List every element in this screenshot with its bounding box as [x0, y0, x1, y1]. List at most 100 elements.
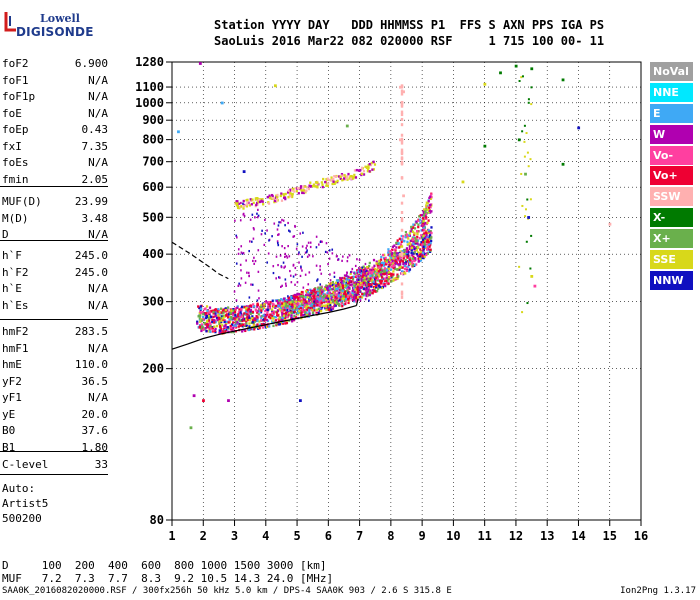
extraordinary-trace-point — [388, 258, 392, 262]
extraordinary-trace-point — [395, 256, 398, 259]
extraordinary-trace-point — [406, 250, 409, 253]
extraordinary-trace-point — [429, 197, 432, 201]
multihop-echo-point — [367, 166, 370, 169]
extraordinary-trace-point — [292, 306, 296, 310]
ordinary-trace-point — [274, 316, 277, 319]
ordinary-trace-point — [260, 304, 263, 307]
spread-f-point — [342, 255, 344, 258]
spread-f-point — [319, 283, 322, 286]
extraordinary-trace-point — [392, 263, 396, 267]
extraordinary-trace-point — [331, 300, 334, 303]
ordinary-trace-point — [259, 310, 263, 314]
ssw-column-point — [400, 84, 404, 88]
extraordinary-trace-point — [398, 237, 401, 241]
extraordinary-trace-point — [366, 275, 369, 278]
spread-f-point — [252, 259, 254, 263]
spread-f-point — [314, 298, 317, 301]
ordinary-trace-point — [315, 295, 319, 298]
ordinary-trace-point — [271, 311, 274, 314]
ordinary-trace-point — [251, 310, 255, 314]
extraordinary-trace-point — [333, 299, 336, 303]
ordinary-trace-point — [387, 265, 390, 269]
multihop-echo-point — [297, 187, 300, 190]
extraordinary-trace-point — [425, 206, 428, 209]
extraordinary-trace-point — [365, 272, 369, 275]
ordinary-trace-point — [390, 274, 393, 277]
ordinary-trace-point — [261, 315, 264, 318]
extraordinary-trace-point — [296, 303, 299, 307]
ordinary-trace-point — [359, 296, 362, 300]
spread-f-point — [324, 250, 327, 253]
ordinary-trace-point — [428, 245, 431, 248]
x-column-point — [526, 302, 529, 305]
ordinary-trace-point — [347, 301, 350, 305]
ordinary-trace-point — [209, 323, 212, 327]
extraordinary-trace-point — [390, 261, 393, 265]
spread-f-point — [329, 285, 332, 288]
multihop-echo-point — [368, 170, 371, 173]
ordinary-trace-point — [208, 322, 212, 325]
ordinary-trace-point — [419, 257, 422, 260]
extraordinary-trace-point — [375, 272, 378, 276]
multihop-echo-point — [236, 206, 240, 210]
extraordinary-trace-point — [385, 269, 389, 272]
parameter-label: hmF2 — [2, 325, 29, 338]
extraordinary-trace-point — [415, 220, 418, 223]
multihop-echo-point — [299, 185, 303, 188]
multihop-echo-point — [300, 188, 303, 192]
ordinary-trace-point — [261, 326, 265, 329]
ordinary-trace-point — [411, 254, 414, 257]
parameter-row: h`E N/A — [2, 281, 108, 297]
extraordinary-trace-point — [344, 284, 347, 288]
spread-f-point — [278, 276, 280, 279]
multihop-echo-point — [360, 166, 364, 170]
ordinary-trace-point — [279, 306, 283, 309]
extraordinary-trace-point — [319, 294, 322, 298]
ordinary-trace-point — [287, 296, 290, 300]
legend-item-vominus: Vo- — [650, 145, 693, 165]
ordinary-trace-point — [217, 309, 221, 312]
extraordinary-trace-point — [305, 290, 308, 293]
parameter-value: 283.5 — [74, 325, 108, 338]
spread-f-point — [306, 244, 308, 247]
ordinary-trace-point — [285, 309, 288, 313]
ordinary-trace-point — [238, 308, 241, 311]
ordinary-trace-point — [415, 263, 418, 266]
ordinary-trace-point — [389, 268, 393, 271]
ordinary-trace-point — [357, 295, 360, 299]
x-column-point — [526, 151, 529, 154]
ordinary-trace-point — [385, 281, 389, 285]
ordinary-trace-point — [405, 266, 408, 269]
parameter-value: N/A — [88, 341, 108, 355]
ordinary-trace-point — [307, 306, 310, 310]
spread-f-point — [359, 274, 362, 277]
extraordinary-trace-point — [300, 294, 304, 298]
multihop-echo-point — [324, 180, 327, 184]
ordinary-trace-point — [404, 258, 407, 262]
ordinary-trace-point — [218, 320, 221, 323]
spread-f-point — [337, 291, 340, 294]
ordinary-trace-point — [360, 296, 364, 299]
ordinary-trace-point — [347, 284, 350, 287]
sporadic-echo-point — [399, 252, 402, 256]
extraordinary-trace-point — [298, 297, 301, 301]
ordinary-trace-point — [264, 309, 267, 313]
extraordinary-trace-point — [372, 258, 376, 262]
ordinary-trace-point — [422, 256, 425, 260]
spread-f-point — [253, 256, 255, 259]
spread-f-point — [328, 249, 331, 252]
extraordinary-trace-point — [361, 274, 365, 278]
multihop-echo-point — [302, 189, 306, 192]
parameter-value: 245.0 — [74, 249, 108, 262]
ordinary-trace-point — [422, 234, 425, 237]
parameter-row: yF1 N/A — [2, 390, 108, 406]
multihop-echo-point — [273, 200, 276, 204]
ordinary-trace-point — [416, 254, 419, 258]
ssw-column-point — [400, 292, 404, 296]
multihop-echo-point — [284, 192, 287, 196]
extraordinary-trace-point — [309, 304, 312, 307]
ordinary-trace-point — [309, 302, 313, 305]
ordinary-trace-point — [219, 324, 222, 328]
ordinary-trace-point — [200, 325, 203, 328]
ordinary-trace-point — [372, 289, 375, 293]
